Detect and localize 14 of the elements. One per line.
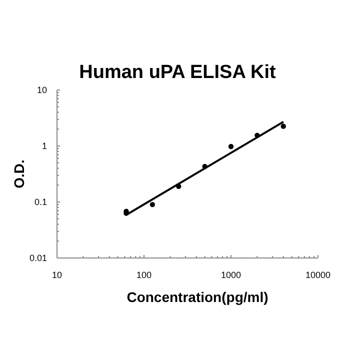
- point: [150, 202, 156, 208]
- point: [228, 144, 234, 150]
- y-tick-label: 10: [36, 85, 47, 95]
- chart-title: Human uPA ELISA Kit: [79, 62, 277, 83]
- y-tick-label: 0.01: [29, 253, 47, 263]
- y-axis-title: O.D.: [11, 160, 27, 188]
- point: [280, 124, 286, 129]
- x-tick-label: 100: [136, 270, 152, 280]
- x-tick-label: 1000: [220, 270, 242, 280]
- y-tick-label: 1: [42, 141, 47, 151]
- x-axis-title: Concentration(pg/ml): [126, 289, 268, 305]
- y-tick-label: 0.1: [34, 197, 47, 207]
- x-tick-label: 10: [52, 270, 62, 280]
- x-tick-label: 10000: [305, 270, 331, 280]
